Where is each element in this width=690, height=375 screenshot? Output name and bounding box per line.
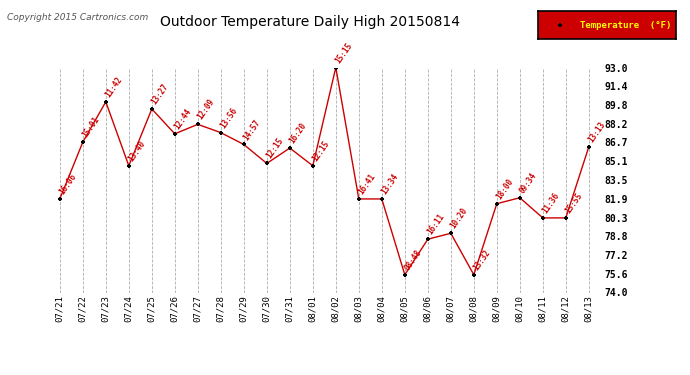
Point [238,141,249,147]
Point [284,145,295,151]
Text: 12:09: 12:09 [196,98,217,122]
Text: 08:48: 08:48 [403,248,424,272]
Text: Temperature  (°F): Temperature (°F) [580,21,671,30]
Text: 12:44: 12:44 [173,107,194,131]
Text: Copyright 2015 Cartronics.com: Copyright 2015 Cartronics.com [7,13,148,22]
Text: 11:36: 11:36 [541,191,562,215]
Point [376,196,387,202]
Point [560,215,571,221]
Point [422,236,433,242]
Text: 12:15: 12:15 [311,139,332,163]
Point [193,122,204,128]
Point [514,195,525,201]
Point [469,272,480,278]
Text: 13:56: 13:56 [219,106,239,130]
Point [262,160,273,166]
Text: 14:57: 14:57 [242,118,263,142]
Point [445,230,456,236]
Point [215,130,226,136]
Text: 15:55: 15:55 [564,191,584,215]
Text: 13:34: 13:34 [380,172,401,196]
Text: 15:01: 15:01 [81,115,101,140]
Point [331,64,342,70]
Text: 09:34: 09:34 [518,171,539,195]
Text: 10:20: 10:20 [449,206,470,231]
Text: 16:11: 16:11 [426,212,446,236]
Text: 11:42: 11:42 [104,75,125,99]
Point [538,215,549,221]
Text: 16:06: 16:06 [58,172,79,196]
Text: 18:00: 18:00 [495,177,515,201]
Text: 15:15: 15:15 [334,40,355,65]
Point [100,99,111,105]
Text: 16:20: 16:20 [288,121,308,145]
Point [554,22,565,28]
Text: 13:32: 13:32 [472,248,493,272]
Text: 13:27: 13:27 [150,82,170,106]
Text: Outdoor Temperature Daily High 20150814: Outdoor Temperature Daily High 20150814 [161,15,460,29]
Point [77,139,88,145]
Point [583,144,594,150]
Text: 13:40: 13:40 [127,139,148,163]
Point [400,272,411,278]
Text: 16:41: 16:41 [357,172,377,196]
Text: 12:15: 12:15 [265,136,286,160]
Point [146,106,157,112]
Text: 13:13: 13:13 [587,120,608,144]
Point [169,131,180,137]
Point [124,163,135,169]
Point [353,196,364,202]
Point [307,163,318,169]
Point [491,201,502,207]
Point [55,196,66,202]
